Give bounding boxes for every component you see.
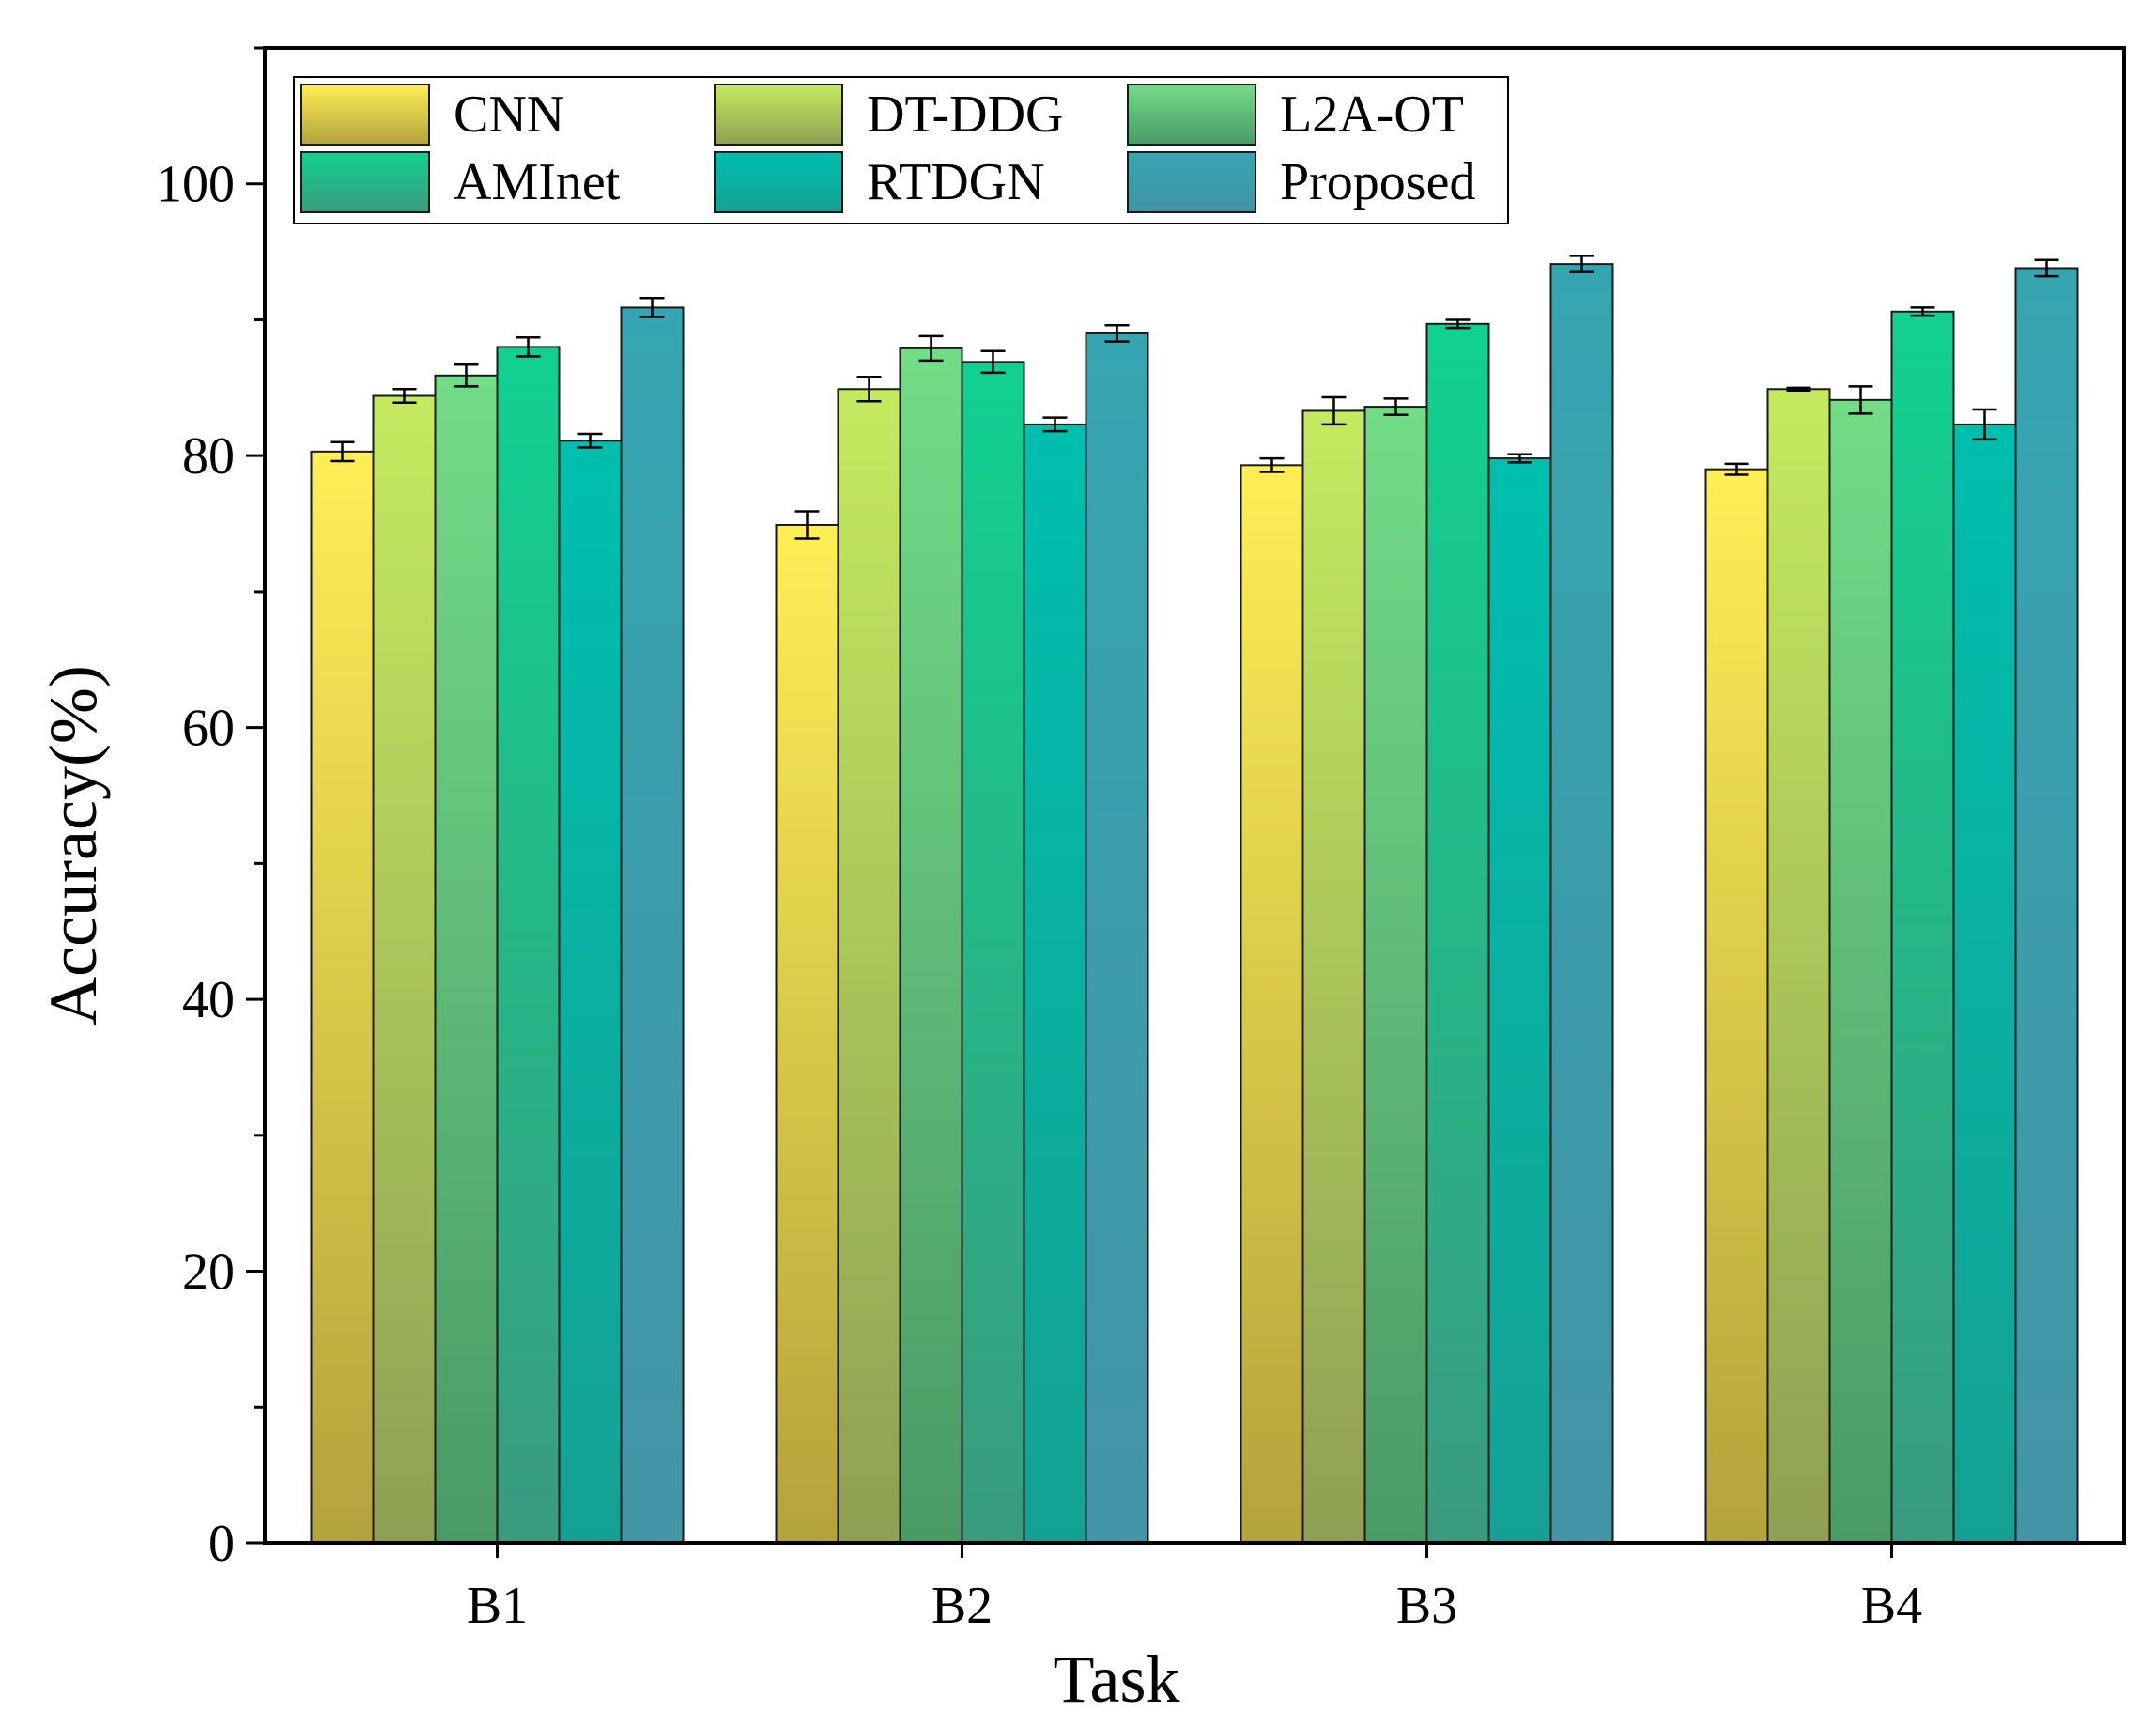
legend-swatch-RTDGN <box>714 151 843 213</box>
x-tick-label-B4: B4 <box>1861 1577 1922 1635</box>
legend-label-CNN: CNN <box>454 85 564 144</box>
y-axis-title: Accuracy(%) <box>36 665 111 1026</box>
plot-frame <box>263 46 2126 1545</box>
bar-L2A-OT-B1 <box>434 374 499 1544</box>
legend-label-RTDGN: RTDGN <box>867 153 1045 211</box>
y-tick-label-40: 40 <box>182 971 235 1029</box>
bar-RTDGN-B1 <box>558 440 623 1544</box>
legend-swatch-CNN <box>300 84 430 146</box>
bar-AMInet-B1 <box>496 346 561 1544</box>
y-tick-label-80: 80 <box>182 427 235 486</box>
legend-label-DT-DDG: DT-DDG <box>867 85 1063 144</box>
bar-Proposed-B2 <box>1085 332 1149 1545</box>
legend-swatch-L2A-OT <box>1127 84 1256 146</box>
bar-CNN-B3 <box>1240 464 1304 1544</box>
bar-RTDGN-B4 <box>1952 423 2017 1544</box>
bar-CNN-B1 <box>310 450 375 1545</box>
bar-AMInet-B4 <box>1890 310 1955 1545</box>
x-axis-title: Task <box>1054 1642 1180 1717</box>
bar-L2A-OT-B2 <box>899 347 963 1544</box>
y-tick-label-100: 100 <box>156 156 235 214</box>
y-tick-label-60: 60 <box>182 700 235 758</box>
legend-swatch-DT-DDG <box>714 84 843 146</box>
x-tick-label-B2: B2 <box>932 1577 993 1635</box>
bar-DT-DDG-B4 <box>1766 388 1831 1544</box>
legend-swatch-Proposed <box>1127 151 1256 213</box>
bar-AMInet-B3 <box>1425 322 1490 1544</box>
legend-label-L2A-OT: L2A-OT <box>1280 85 1464 144</box>
bar-DT-DDG-B2 <box>837 388 901 1544</box>
legend: CNN DT-DDG L2A-OT AMInet RTDGN Proposed <box>293 76 1509 224</box>
axes-layer: B1 B2 B3 B4 0 20 40 60 80 100 <box>156 46 2126 1635</box>
bar-RTDGN-B3 <box>1487 457 1552 1544</box>
bar-Proposed-B4 <box>2014 267 2079 1545</box>
y-tick-label-0: 0 <box>208 1515 235 1573</box>
bar-DT-DDG-B1 <box>372 394 437 1544</box>
x-tick-label-B3: B3 <box>1396 1577 1457 1635</box>
bars-layer <box>310 255 2079 1545</box>
bar-RTDGN-B2 <box>1023 423 1087 1544</box>
bar-Proposed-B1 <box>620 306 685 1544</box>
legend-label-Proposed: Proposed <box>1280 153 1475 211</box>
bar-L2A-OT-B3 <box>1363 406 1428 1545</box>
bar-CNN-B4 <box>1704 468 1769 1544</box>
legend-label-AMInet: AMInet <box>454 153 621 211</box>
bar-CNN-B2 <box>775 523 839 1545</box>
bar-L2A-OT-B4 <box>1828 398 1893 1544</box>
legend-swatch-AMInet <box>300 151 430 213</box>
bar-AMInet-B2 <box>961 361 1025 1545</box>
bar-DT-DDG-B3 <box>1301 409 1366 1544</box>
x-tick-label-B1: B1 <box>467 1577 528 1635</box>
legend-box <box>293 76 1509 224</box>
bar-Proposed-B3 <box>1549 263 1614 1545</box>
y-tick-label-20: 20 <box>182 1243 235 1302</box>
